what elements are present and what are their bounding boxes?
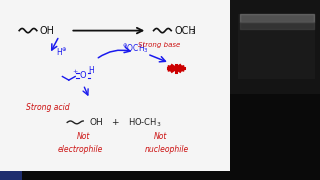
Text: H$^{\oplus}$: H$^{\oplus}$: [56, 47, 68, 58]
Text: OCH: OCH: [174, 26, 196, 36]
Text: nucleophile: nucleophile: [144, 145, 188, 154]
Text: O: O: [80, 71, 86, 80]
FancyBboxPatch shape: [238, 14, 315, 79]
Text: Not: Not: [76, 132, 90, 141]
Text: Strong base: Strong base: [138, 42, 180, 48]
Text: Not: Not: [153, 132, 167, 141]
Text: OH: OH: [40, 26, 55, 36]
Text: +: +: [111, 118, 119, 127]
Text: H: H: [88, 66, 94, 75]
FancyBboxPatch shape: [230, 94, 320, 180]
Text: OH: OH: [90, 118, 103, 127]
Text: 3: 3: [191, 28, 195, 35]
FancyBboxPatch shape: [0, 0, 230, 171]
Text: $^{\oplus}$OCH$_3$: $^{\oplus}$OCH$_3$: [122, 42, 148, 55]
Text: +: +: [73, 69, 78, 74]
FancyBboxPatch shape: [0, 171, 320, 180]
Text: electrophile: electrophile: [57, 145, 103, 154]
Text: Strong acid: Strong acid: [26, 103, 69, 112]
Text: HO-CH$_3$: HO-CH$_3$: [128, 116, 162, 129]
FancyBboxPatch shape: [0, 171, 22, 180]
